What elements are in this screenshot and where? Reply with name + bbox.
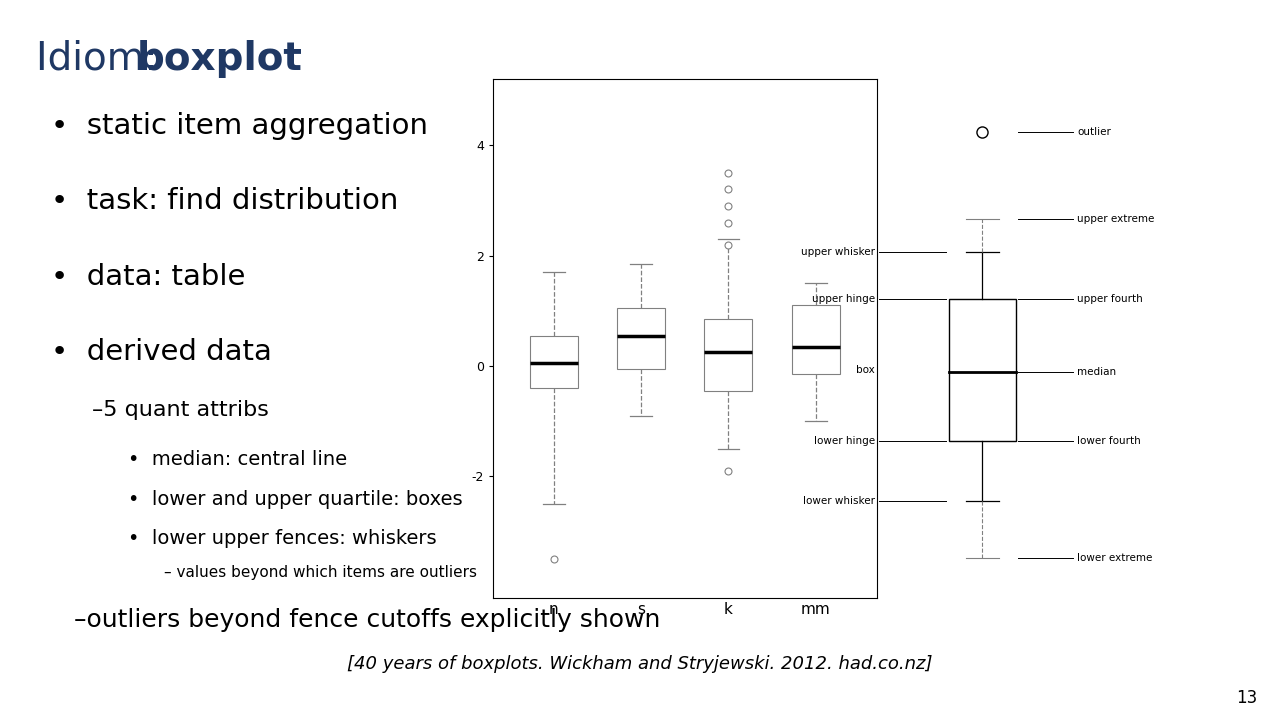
Text: lower hinge: lower hinge xyxy=(814,436,874,446)
Text: –5 quant attribs: –5 quant attribs xyxy=(92,400,269,420)
Text: lower whisker: lower whisker xyxy=(803,496,874,506)
Bar xyxy=(792,305,840,374)
Text: •  median: central line: • median: central line xyxy=(128,450,347,469)
Text: – values beyond which items are outliers: – values beyond which items are outliers xyxy=(164,565,477,580)
Text: –outliers beyond fence cutoffs explicitly shown: –outliers beyond fence cutoffs explicitl… xyxy=(74,608,660,632)
Text: 13: 13 xyxy=(1235,689,1257,707)
Text: box: box xyxy=(856,365,874,375)
Bar xyxy=(530,336,577,388)
Text: outlier: outlier xyxy=(1078,127,1111,138)
Text: upper hinge: upper hinge xyxy=(812,294,874,304)
Text: median: median xyxy=(1078,366,1116,377)
Bar xyxy=(704,319,753,391)
Text: Idiom:: Idiom: xyxy=(36,40,170,78)
Text: boxplot: boxplot xyxy=(137,40,303,78)
Text: •  derived data: • derived data xyxy=(51,338,273,366)
Text: lower extreme: lower extreme xyxy=(1078,553,1153,563)
Text: upper whisker: upper whisker xyxy=(801,247,874,257)
Text: upper extreme: upper extreme xyxy=(1078,214,1155,224)
Text: •  task: find distribution: • task: find distribution xyxy=(51,187,398,215)
Text: [40 years of boxplots. Wickham and Stryjewski. 2012. had.co.nz]: [40 years of boxplots. Wickham and Stryj… xyxy=(347,655,933,673)
Text: upper fourth: upper fourth xyxy=(1078,294,1143,304)
Text: •  lower upper fences: whiskers: • lower upper fences: whiskers xyxy=(128,529,436,548)
Text: •  data: table: • data: table xyxy=(51,263,246,291)
Text: •  lower and upper quartile: boxes: • lower and upper quartile: boxes xyxy=(128,490,462,508)
Text: lower fourth: lower fourth xyxy=(1078,436,1140,446)
Bar xyxy=(617,308,666,369)
Text: •  static item aggregation: • static item aggregation xyxy=(51,112,429,140)
